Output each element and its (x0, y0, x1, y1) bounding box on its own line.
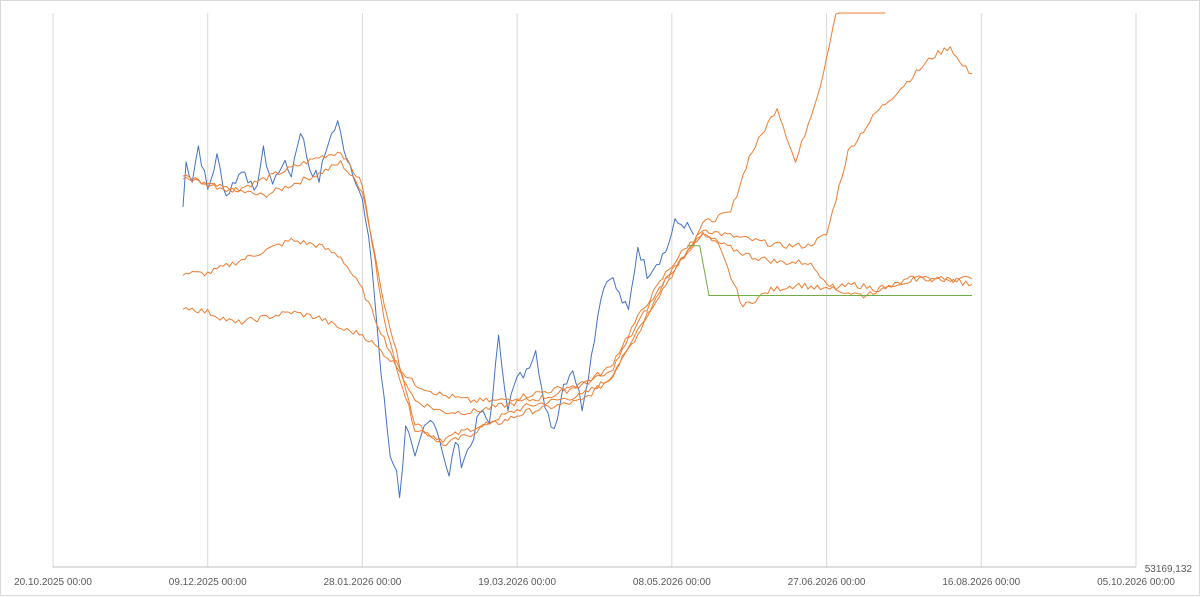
series-line-6 (687, 245, 972, 296)
series-line-5 (182, 233, 973, 403)
x-tick-label: 09.12.2025 00:00 (169, 577, 247, 588)
y-axis-min-label: 53169,132 (1145, 564, 1193, 575)
x-tick-label: 19.03.2026 00:00 (478, 577, 556, 588)
series-layer (182, 12, 973, 499)
x-tick-label: 16.08.2026 00:00 (942, 577, 1020, 588)
series-line-4 (182, 231, 973, 416)
series-line-3 (182, 46, 973, 443)
x-tick-label: 20.10.2025 00:00 (14, 577, 92, 588)
x-tick-labels: 20.10.2025 00:00 09.12.2025 00:00 28.01.20… (14, 577, 1175, 588)
x-tick-label: 28.01.2026 00:00 (323, 577, 401, 588)
x-tick-label: 27.06.2026 00:00 (788, 577, 866, 588)
vertical-gridlines (52, 13, 1137, 567)
series-line-1 (182, 120, 694, 499)
x-tick-label: 05.10.2026 00:00 (1097, 577, 1175, 588)
x-tick-label: 08.05.2026 00:00 (633, 577, 711, 588)
series-line-2 (182, 12, 886, 446)
